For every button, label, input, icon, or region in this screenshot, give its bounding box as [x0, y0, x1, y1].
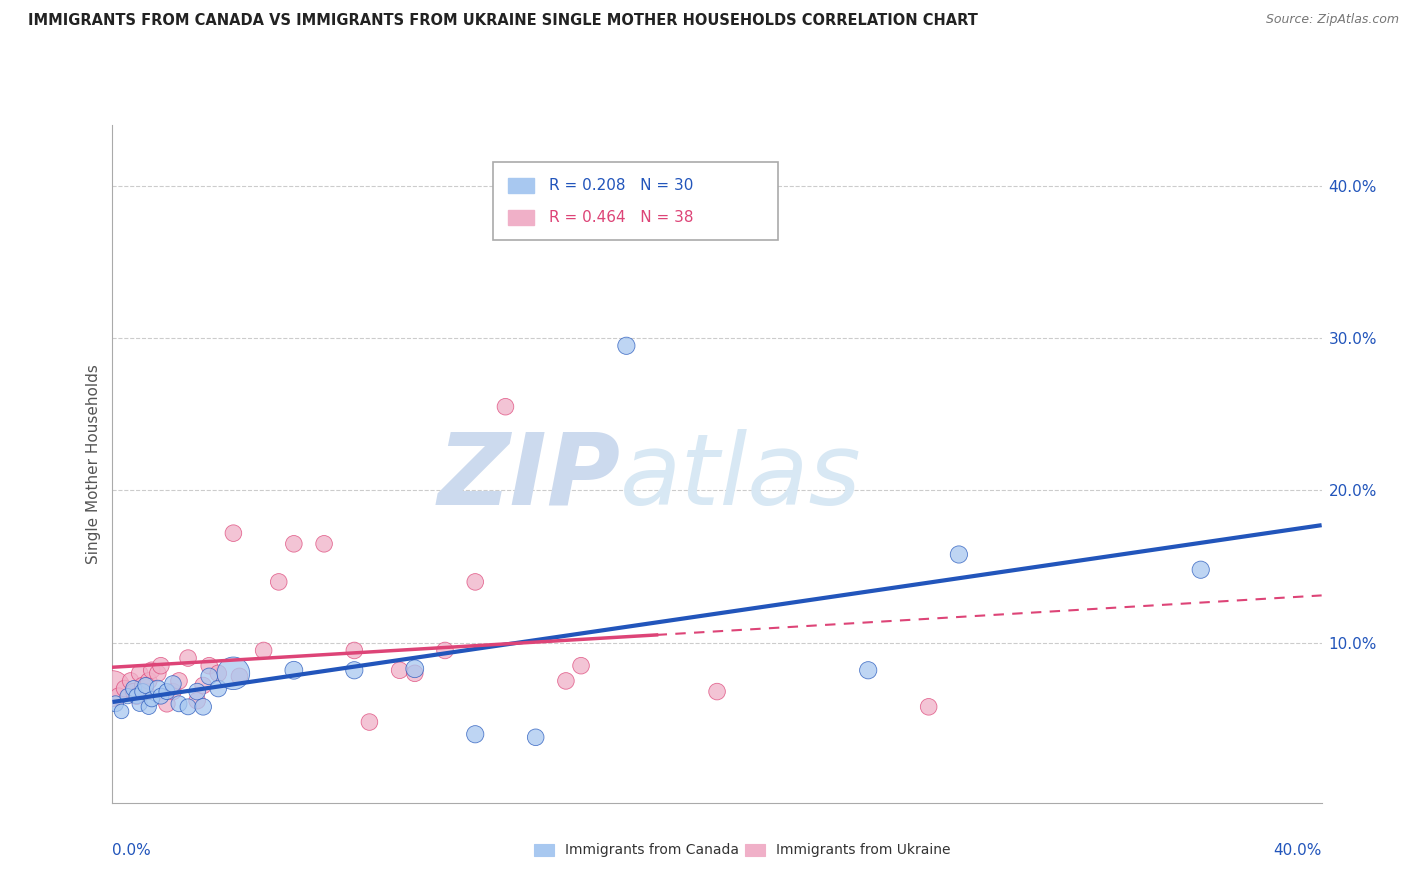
- Point: [207, 666, 229, 681]
- Point: [554, 673, 576, 688]
- Bar: [508, 211, 534, 225]
- Point: [222, 526, 245, 541]
- Point: [162, 684, 184, 698]
- Point: [228, 669, 250, 683]
- Point: [132, 678, 155, 692]
- Text: R = 0.464   N = 38: R = 0.464 N = 38: [548, 211, 693, 226]
- Text: 40.0%: 40.0%: [1274, 843, 1322, 858]
- Point: [186, 694, 208, 708]
- Point: [149, 689, 172, 703]
- Point: [464, 727, 486, 741]
- Point: [114, 681, 136, 696]
- Point: [141, 663, 163, 677]
- Point: [404, 662, 426, 676]
- Point: [616, 339, 638, 353]
- Point: [141, 692, 163, 706]
- Point: [856, 663, 880, 677]
- Text: IMMIGRANTS FROM CANADA VS IMMIGRANTS FROM UKRAINE SINGLE MOTHER HOUSEHOLDS CORRE: IMMIGRANTS FROM CANADA VS IMMIGRANTS FRO…: [28, 13, 979, 29]
- Point: [138, 699, 160, 714]
- Text: R = 0.208   N = 30: R = 0.208 N = 30: [548, 178, 693, 194]
- Point: [948, 548, 970, 562]
- Point: [138, 673, 160, 688]
- Point: [198, 669, 221, 683]
- Point: [464, 574, 486, 589]
- Point: [128, 697, 150, 711]
- Point: [156, 684, 179, 698]
- Point: [135, 684, 157, 698]
- Point: [191, 699, 214, 714]
- Point: [146, 681, 169, 696]
- Point: [706, 684, 728, 698]
- Point: [104, 697, 127, 711]
- Point: [110, 705, 132, 719]
- Text: Immigrants from Canada: Immigrants from Canada: [565, 843, 740, 857]
- Text: Source: ZipAtlas.com: Source: ZipAtlas.com: [1265, 13, 1399, 27]
- Point: [177, 699, 200, 714]
- Point: [128, 666, 150, 681]
- Text: ZIP: ZIP: [437, 429, 620, 526]
- Point: [524, 731, 547, 745]
- Point: [253, 643, 276, 657]
- Point: [388, 663, 411, 677]
- Point: [149, 658, 172, 673]
- Point: [167, 697, 190, 711]
- Point: [167, 673, 190, 688]
- Point: [186, 684, 208, 698]
- Point: [1189, 563, 1212, 577]
- Point: [343, 663, 366, 677]
- Text: 0.0%: 0.0%: [112, 843, 152, 858]
- Point: [135, 678, 157, 692]
- Point: [198, 658, 221, 673]
- Point: [343, 643, 366, 657]
- Point: [433, 643, 456, 657]
- Point: [156, 697, 179, 711]
- Point: [125, 689, 148, 703]
- Y-axis label: Single Mother Households: Single Mother Households: [86, 364, 101, 564]
- Point: [122, 681, 145, 696]
- Point: [125, 689, 148, 703]
- Point: [120, 673, 142, 688]
- Point: [107, 689, 129, 703]
- Point: [283, 537, 305, 551]
- Point: [569, 658, 592, 673]
- Point: [177, 651, 200, 665]
- Bar: [508, 178, 534, 194]
- Point: [314, 537, 336, 551]
- Point: [404, 666, 426, 681]
- FancyBboxPatch shape: [494, 162, 778, 240]
- Point: [101, 681, 124, 696]
- Point: [267, 574, 290, 589]
- Point: [122, 684, 145, 698]
- Point: [132, 684, 155, 698]
- Point: [146, 666, 169, 681]
- Point: [918, 699, 941, 714]
- Text: atlas: atlas: [620, 429, 862, 526]
- Point: [191, 678, 214, 692]
- Point: [495, 400, 517, 414]
- Point: [222, 666, 245, 681]
- Point: [117, 689, 139, 703]
- Point: [283, 663, 305, 677]
- Point: [359, 714, 381, 729]
- Point: [207, 681, 229, 696]
- Text: Immigrants from Ukraine: Immigrants from Ukraine: [776, 843, 950, 857]
- Point: [162, 677, 184, 691]
